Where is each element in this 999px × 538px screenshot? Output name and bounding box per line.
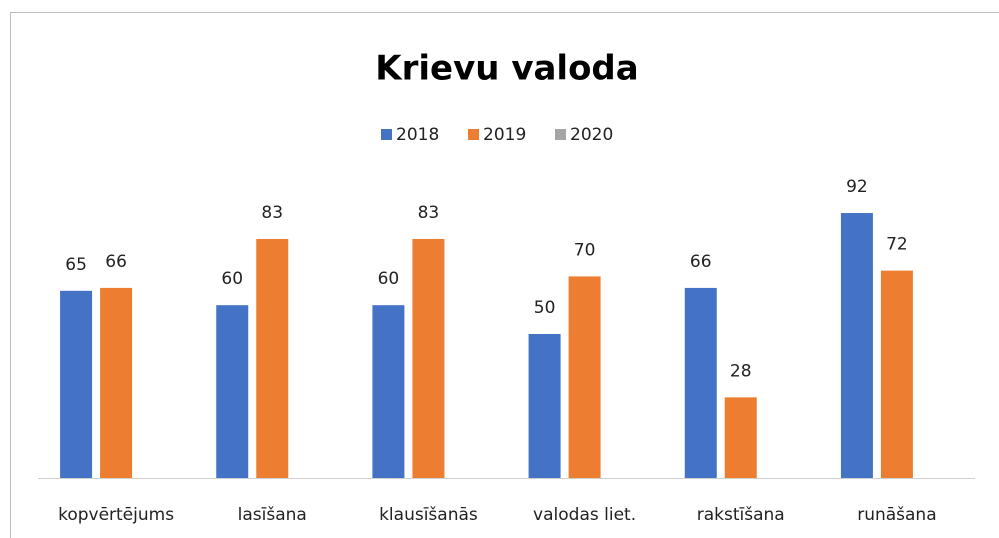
bar [840, 213, 873, 479]
bar [684, 287, 717, 478]
bar [880, 270, 913, 478]
legend-swatch [468, 129, 479, 140]
bar [60, 290, 93, 478]
data-label: 83 [418, 203, 440, 223]
data-label: 28 [730, 361, 752, 381]
legend-label: 2019 [483, 125, 526, 145]
bar [528, 334, 561, 478]
legend-label: 2018 [396, 125, 439, 145]
chart-title: Krievu valoda [375, 49, 638, 89]
data-label: 50 [534, 298, 556, 318]
data-label: 65 [65, 255, 87, 275]
bar [216, 305, 249, 478]
bar [724, 397, 757, 478]
x-tick-label: rakstīšana [697, 505, 785, 525]
data-label: 72 [886, 235, 908, 255]
x-tick-label: runāšana [857, 505, 936, 525]
legend-label: 2020 [570, 125, 613, 145]
bar [568, 276, 601, 478]
data-label: 60 [378, 269, 400, 289]
chart-frame [10, 12, 999, 538]
data-label: 60 [221, 269, 243, 289]
bar [412, 238, 445, 478]
bar [100, 287, 133, 478]
x-tick-label: lasīšana [238, 505, 307, 525]
x-tick-label: kopvērtējums [58, 505, 174, 525]
data-label: 92 [846, 177, 868, 197]
data-label: 83 [261, 203, 283, 223]
bar [372, 305, 405, 478]
x-tick-label: klausīšanās [379, 505, 478, 525]
legend-swatch [555, 129, 566, 140]
data-label: 66 [105, 252, 127, 272]
bar [256, 238, 289, 478]
data-label: 66 [690, 252, 712, 272]
legend-swatch [381, 129, 392, 140]
x-tick-label: valodas liet. [533, 505, 636, 525]
data-label: 70 [574, 240, 596, 260]
